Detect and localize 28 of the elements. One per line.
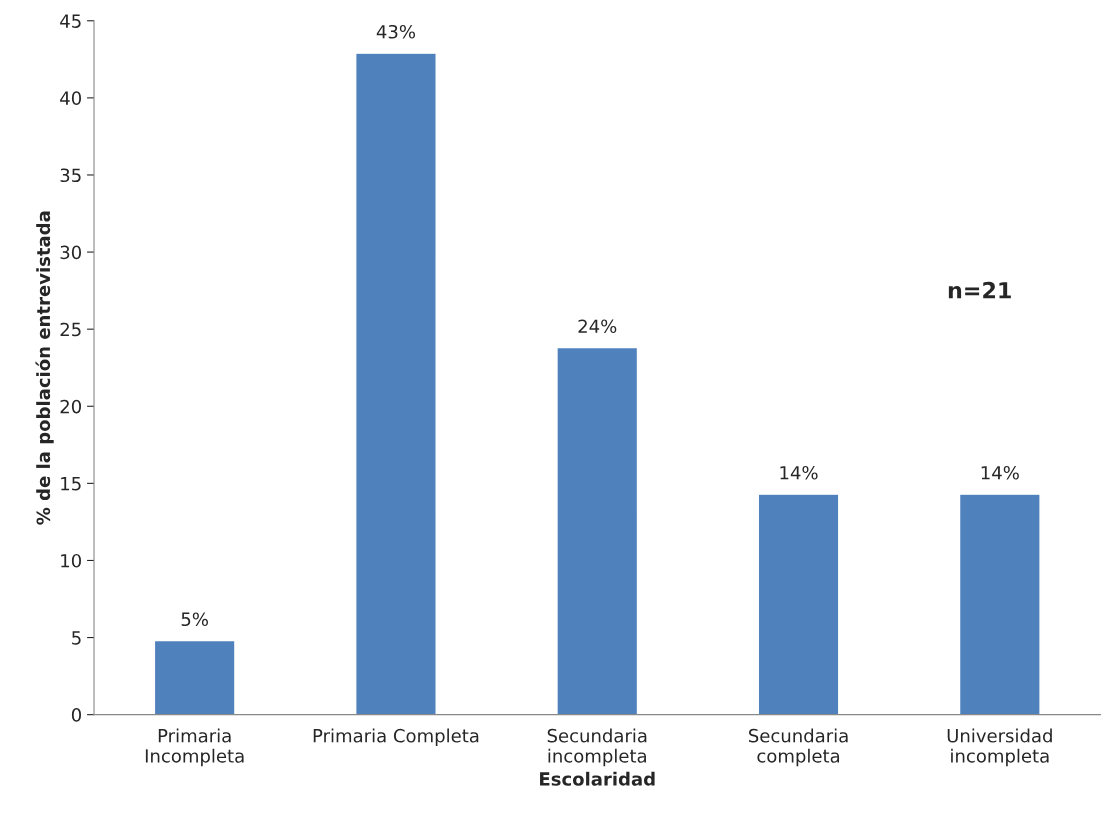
- y-tick-label: 25: [60, 322, 81, 337]
- x-tick-label: Universidad incompleta: [947, 728, 1052, 767]
- x-tick-label: Primaria Completa: [313, 728, 479, 747]
- bar: [153, 639, 236, 715]
- y-tick-label: 20: [60, 399, 82, 414]
- data-label: 14%: [981, 465, 1019, 480]
- x-tick-label: Secundaria incompleta: [547, 728, 647, 767]
- bar: [354, 52, 437, 715]
- x-tick-label: Secundaria completa: [749, 728, 848, 767]
- data-label: 43%: [376, 24, 416, 39]
- bar: [958, 493, 1041, 715]
- y-tick-label: 30: [60, 245, 82, 260]
- y-tick-label: 15: [61, 477, 81, 491]
- y-tick-label: 5: [72, 631, 81, 645]
- x-tick-label: Primaria Incompleta: [145, 728, 244, 767]
- x-axis-title: Escolaridad: [540, 771, 655, 786]
- data-label: 14%: [780, 465, 818, 480]
- y-tick-label: 10: [61, 553, 82, 568]
- data-label: 24%: [578, 319, 617, 334]
- bar: [757, 493, 840, 715]
- annotation: n=21: [948, 281, 1011, 299]
- bar: [556, 346, 639, 715]
- y-tick-label: 0: [71, 708, 82, 722]
- y-axis-title: % de la población entrevistada: [35, 211, 54, 525]
- y-tick-label: 40: [60, 91, 82, 105]
- y-tick-label: 35: [60, 168, 81, 183]
- data-label: 5%: [181, 612, 208, 627]
- y-tick-label: 45: [60, 14, 81, 28]
